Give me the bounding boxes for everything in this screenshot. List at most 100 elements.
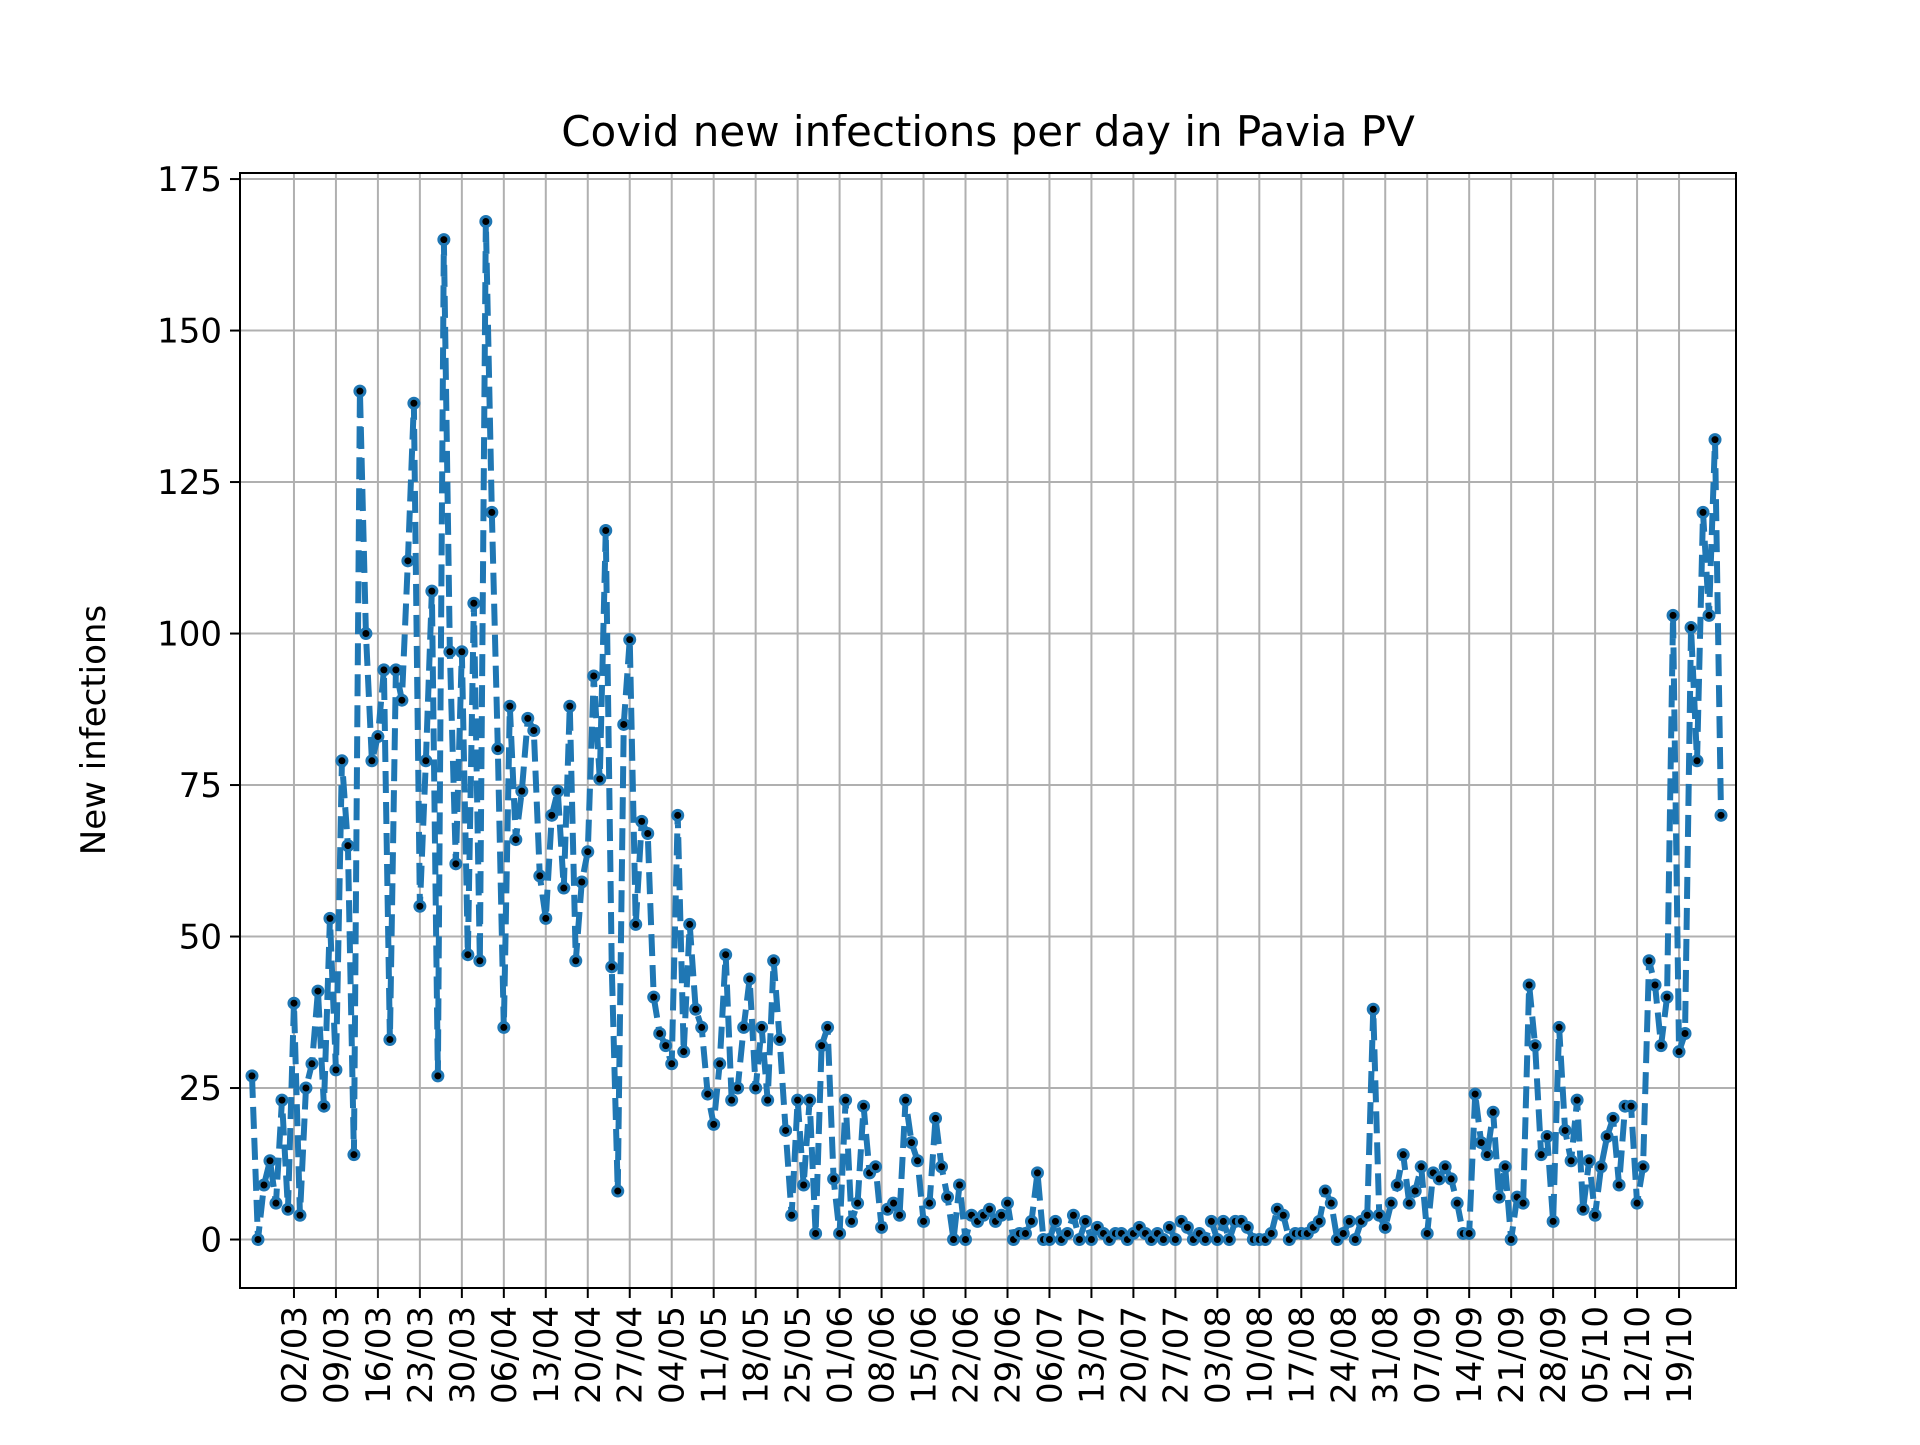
x-tick-label: 21/09 xyxy=(1492,1306,1532,1404)
data-point xyxy=(1438,1160,1452,1174)
x-tick-label: 29/06 xyxy=(988,1306,1028,1404)
data-point xyxy=(1162,1220,1176,1234)
data-point xyxy=(461,948,475,962)
data-point xyxy=(821,1020,835,1034)
data-point xyxy=(1372,1208,1386,1222)
data-point xyxy=(1396,1148,1410,1162)
data-point xyxy=(503,699,517,713)
data-point xyxy=(1240,1220,1254,1234)
data-point xyxy=(647,990,661,1004)
data-point xyxy=(1492,1190,1506,1204)
data-point xyxy=(299,1081,313,1095)
data-point xyxy=(743,972,757,986)
data-point xyxy=(491,742,505,756)
data-point xyxy=(1060,1226,1074,1240)
data-point xyxy=(1222,1233,1236,1247)
x-tick-label: 03/08 xyxy=(1198,1306,1238,1404)
x-tick-label: 06/07 xyxy=(1030,1306,1070,1404)
data-point xyxy=(467,596,481,610)
data-point xyxy=(1366,1002,1380,1016)
data-point xyxy=(377,663,391,677)
data-point xyxy=(905,1136,919,1150)
data-point xyxy=(365,754,379,768)
data-point xyxy=(791,1093,805,1107)
data-point xyxy=(1504,1233,1518,1247)
data-point xyxy=(887,1196,901,1210)
data-point xyxy=(917,1214,931,1228)
data-point xyxy=(869,1160,883,1174)
data-point xyxy=(413,899,427,913)
x-tick-label: 19/10 xyxy=(1660,1306,1700,1404)
data-point xyxy=(545,808,559,822)
data-point xyxy=(257,1178,271,1192)
data-point xyxy=(731,1081,745,1095)
data-point xyxy=(1696,505,1710,519)
x-tick-label: 22/06 xyxy=(947,1306,987,1404)
data-point xyxy=(749,1081,763,1095)
data-point xyxy=(407,396,421,410)
data-point xyxy=(1432,1172,1446,1186)
data-point xyxy=(994,1208,1008,1222)
data-point xyxy=(329,1063,343,1077)
data-point xyxy=(611,1184,625,1198)
x-tick-label: 11/05 xyxy=(695,1306,735,1404)
data-point xyxy=(1066,1208,1080,1222)
data-point xyxy=(551,784,565,798)
data-point xyxy=(1048,1214,1062,1228)
data-point xyxy=(1606,1111,1620,1125)
data-point xyxy=(533,869,547,883)
data-point xyxy=(617,717,631,731)
data-point xyxy=(605,960,619,974)
x-tick-label: 16/03 xyxy=(359,1306,399,1404)
data-point xyxy=(982,1202,996,1216)
x-axis: 02/03 09/03 16/03 23/03 30/03 06/04 13/04 20/04… xyxy=(275,1288,1700,1404)
x-tick-label: 18/05 xyxy=(737,1306,777,1404)
data-point xyxy=(1552,1020,1566,1034)
x-tick-label: 24/08 xyxy=(1324,1306,1364,1404)
data-point xyxy=(275,1093,289,1107)
data-point xyxy=(509,833,523,847)
data-point xyxy=(1540,1130,1554,1144)
data-point xyxy=(701,1087,715,1101)
data-point xyxy=(899,1093,913,1107)
y-tick-label: 75 xyxy=(179,766,222,806)
x-tick-label: 28/09 xyxy=(1534,1306,1574,1404)
data-point xyxy=(437,233,451,247)
data-point xyxy=(575,875,589,889)
data-point xyxy=(1276,1208,1290,1222)
data-point xyxy=(1630,1196,1644,1210)
data-point xyxy=(335,754,349,768)
data-point xyxy=(713,1057,727,1071)
data-point xyxy=(1486,1105,1500,1119)
data-point xyxy=(1684,620,1698,634)
data-point xyxy=(317,1099,331,1113)
data-point xyxy=(1498,1160,1512,1174)
data-point xyxy=(893,1208,907,1222)
data-point xyxy=(1180,1220,1194,1234)
x-tick-label: 07/09 xyxy=(1408,1306,1448,1404)
data-point xyxy=(287,996,301,1010)
plot-frame xyxy=(239,172,1737,1289)
data-point xyxy=(785,1208,799,1222)
data-point xyxy=(1528,1039,1542,1053)
data-point xyxy=(1042,1233,1056,1247)
data-point xyxy=(1570,1093,1584,1107)
data-point xyxy=(1660,990,1674,1004)
data-point xyxy=(1156,1233,1170,1247)
y-tick-label: 100 xyxy=(157,615,222,655)
x-tick-label: 27/04 xyxy=(611,1306,651,1404)
data-point xyxy=(1318,1184,1332,1198)
data-point xyxy=(1204,1214,1218,1228)
data-point xyxy=(1714,808,1728,822)
data-point xyxy=(485,505,499,519)
x-tick-label: 13/07 xyxy=(1072,1306,1112,1404)
data-point xyxy=(755,1020,769,1034)
data-point xyxy=(1672,1045,1686,1059)
data-point xyxy=(371,730,385,744)
data-point xyxy=(1690,754,1704,768)
data-point xyxy=(1558,1123,1572,1137)
y-axis-label: New infections xyxy=(74,605,114,855)
y-tick-label: 0 xyxy=(200,1221,222,1261)
